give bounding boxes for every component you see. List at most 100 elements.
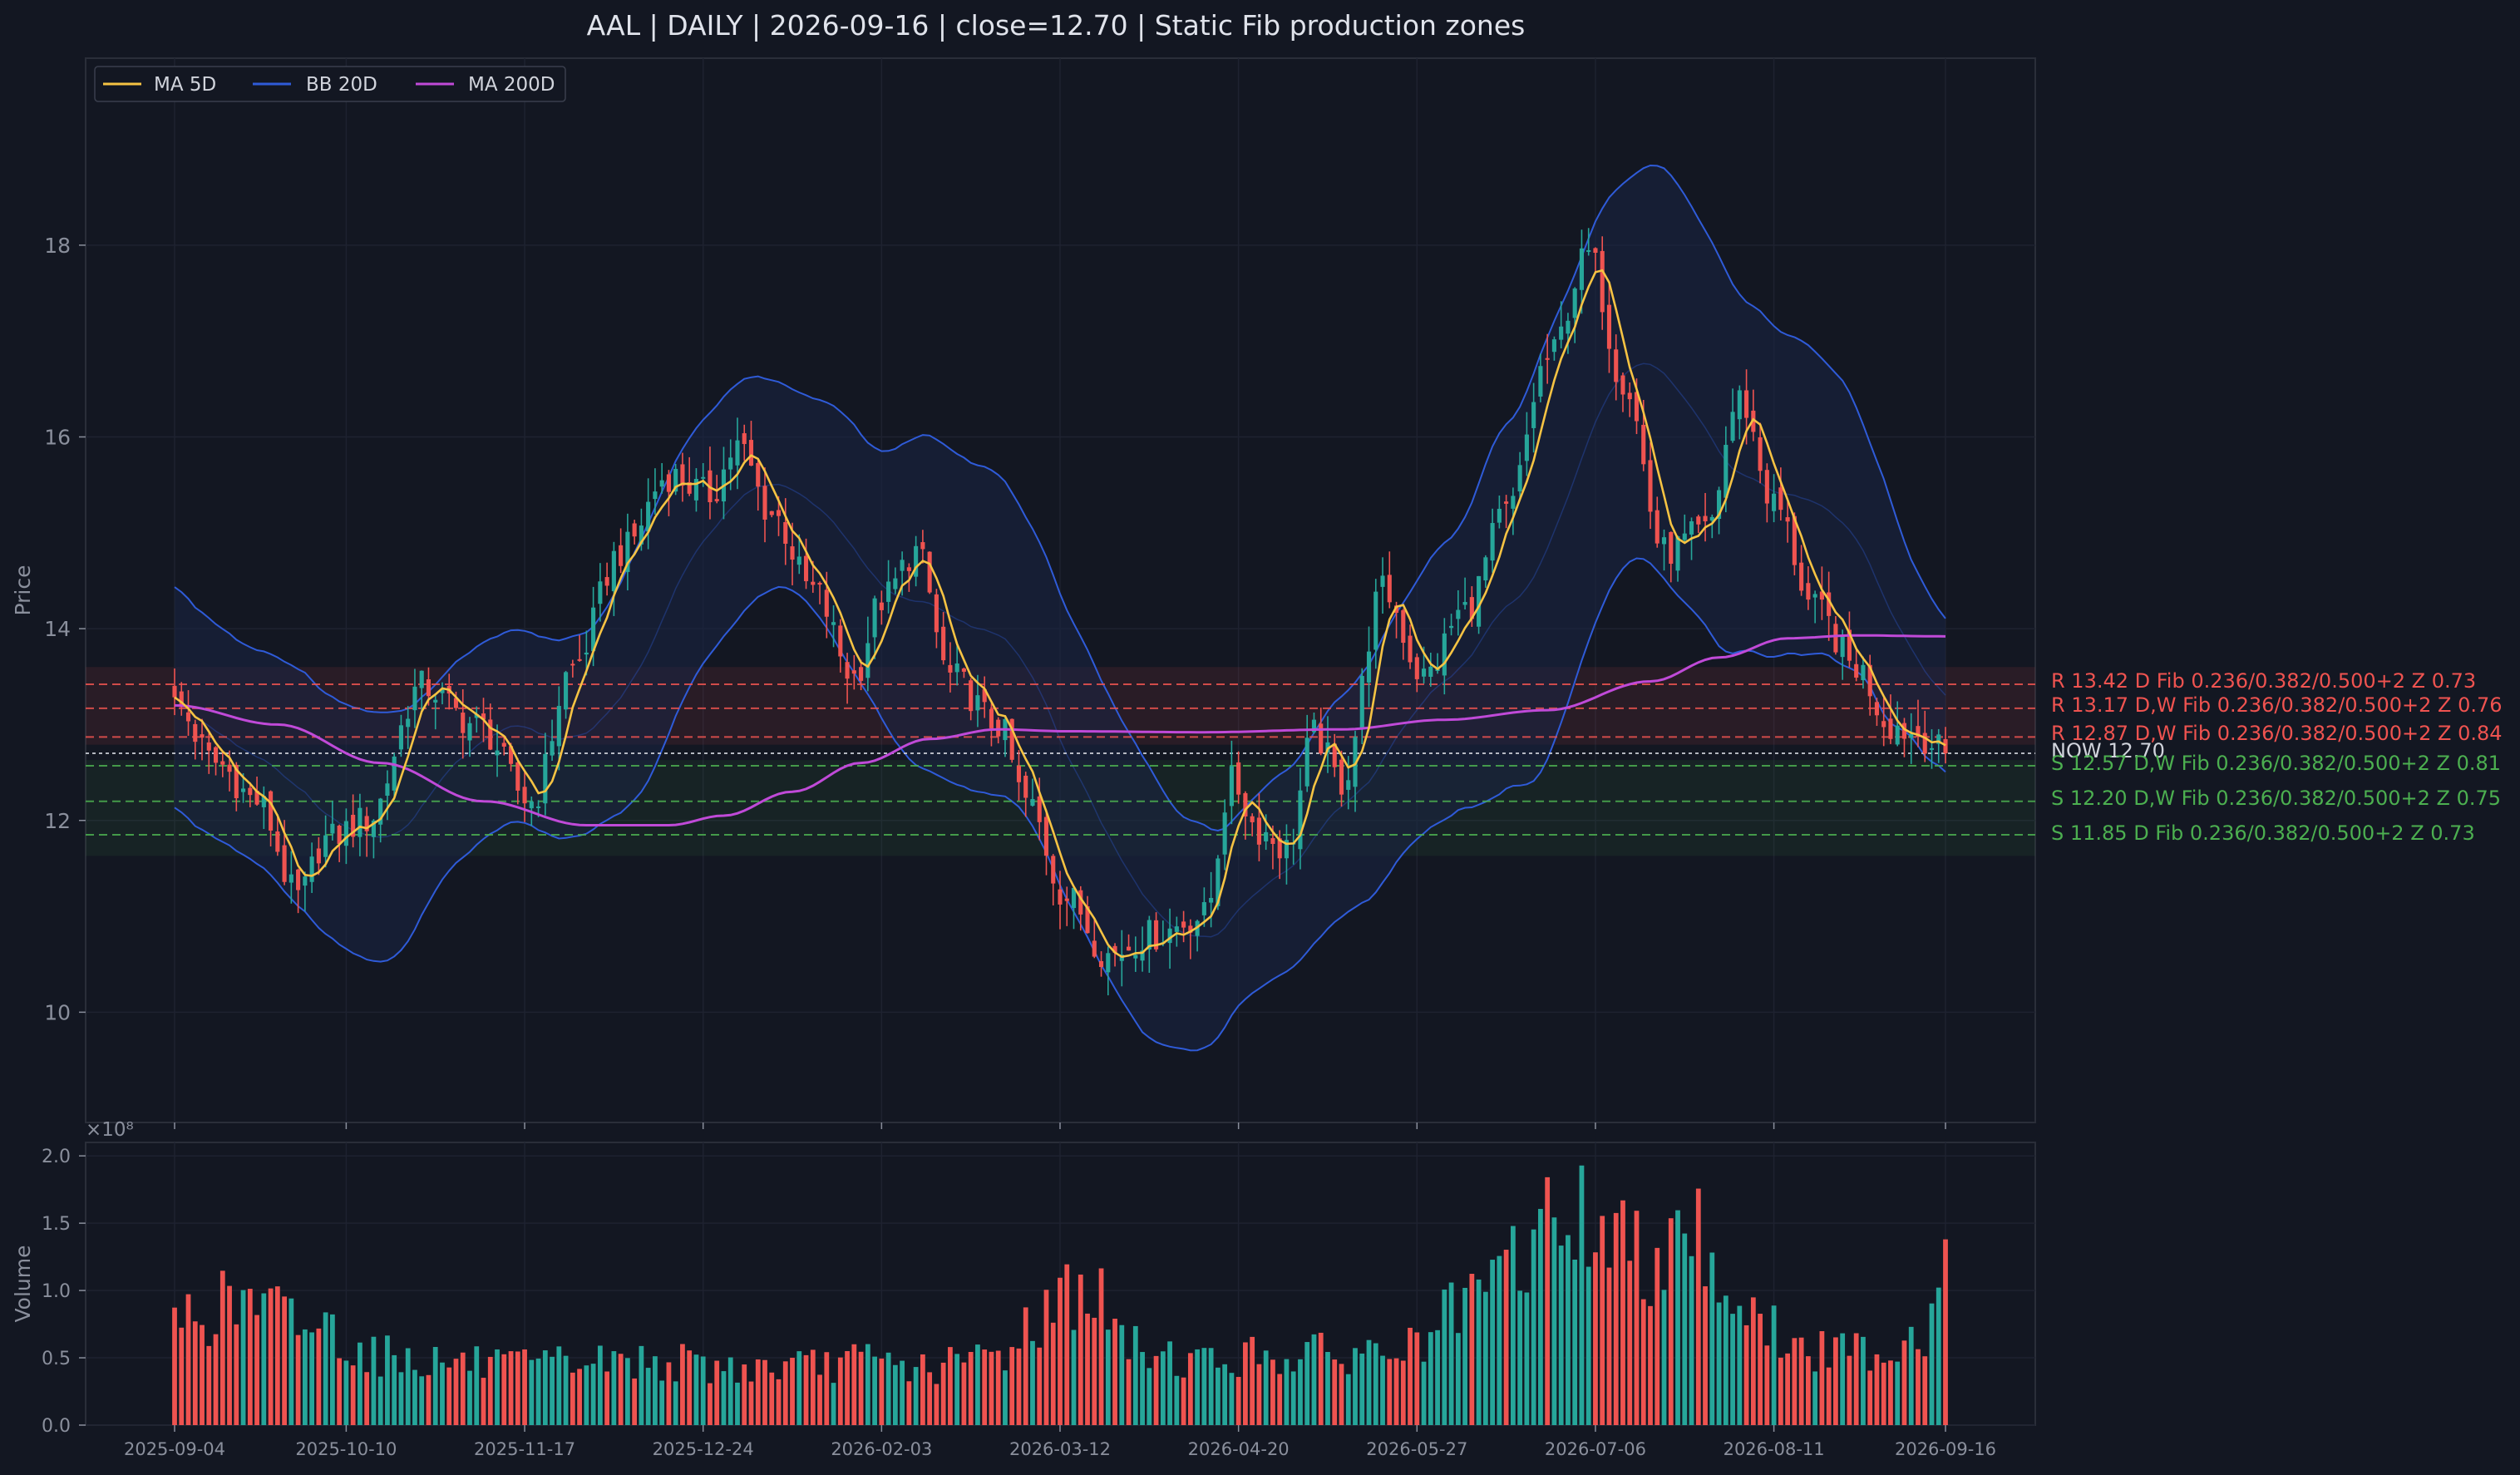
- candle-body: [1833, 624, 1838, 653]
- volume-bar: [831, 1383, 836, 1425]
- volume-bar: [817, 1374, 822, 1425]
- candle-body: [1929, 747, 1935, 750]
- volume-bar: [1373, 1343, 1378, 1425]
- candle-body: [886, 581, 891, 602]
- volume-bar: [1442, 1289, 1447, 1425]
- volume-bar: [1805, 1356, 1811, 1425]
- volume-bar: [1524, 1292, 1530, 1425]
- volume-bar: [1874, 1354, 1880, 1425]
- candle-body: [179, 691, 184, 708]
- volume-bar: [295, 1334, 301, 1425]
- volume-bar: [1648, 1305, 1653, 1425]
- volume-bar: [1003, 1370, 1008, 1425]
- volume-bar: [934, 1384, 939, 1425]
- candle-body: [1827, 592, 1832, 616]
- volume-bar: [460, 1352, 466, 1425]
- volume-bar: [1531, 1229, 1536, 1425]
- candle-body: [433, 699, 438, 703]
- volume-bar: [302, 1329, 308, 1425]
- volume-bar: [858, 1351, 864, 1425]
- candle-body: [611, 550, 616, 592]
- legend-box: [94, 66, 566, 102]
- candle-body: [1462, 602, 1467, 605]
- candle-body: [392, 756, 397, 791]
- candle-body: [1421, 668, 1427, 677]
- candle-body: [316, 848, 321, 864]
- candle-body: [1058, 889, 1063, 905]
- candlesticks: [172, 228, 1948, 996]
- zone-lines: [86, 683, 2035, 836]
- volume-bar: [1798, 1337, 1804, 1425]
- volume-bar: [1469, 1274, 1475, 1425]
- volume-bar: [618, 1354, 624, 1425]
- volume-bar: [405, 1348, 411, 1425]
- legend-label-ma200: MA 200D: [468, 74, 555, 96]
- candle-body: [1840, 636, 1845, 658]
- volume-bar: [1497, 1255, 1502, 1425]
- candle-body: [1071, 887, 1077, 909]
- candle-body: [1332, 743, 1337, 767]
- candle-body: [756, 462, 761, 487]
- volume-bar: [803, 1354, 809, 1425]
- volume-bar: [735, 1382, 740, 1425]
- x-tick-label: 2025-09-04: [124, 1439, 225, 1459]
- candle-body: [1181, 921, 1186, 928]
- candle-body: [879, 602, 884, 610]
- candle-body: [584, 652, 589, 655]
- volume-bar: [440, 1362, 445, 1425]
- candle-body: [591, 607, 596, 652]
- volume-bar: [1655, 1247, 1660, 1425]
- candle-body: [1606, 304, 1612, 349]
- candle-body: [1483, 557, 1488, 581]
- candle-body: [914, 545, 919, 577]
- candle-body: [1634, 392, 1640, 422]
- volume-bar: [597, 1345, 603, 1425]
- volume-bar: [446, 1367, 452, 1425]
- volume-bar: [1689, 1255, 1694, 1425]
- volume-bar: [927, 1372, 933, 1425]
- candle-body: [1669, 531, 1674, 565]
- candle-body: [1600, 250, 1605, 313]
- candle-body: [1744, 390, 1749, 418]
- candle-body: [776, 510, 782, 516]
- volume-bar: [1050, 1322, 1056, 1425]
- volume-bar: [1750, 1297, 1756, 1425]
- candle-body: [1661, 537, 1667, 545]
- volume-bar: [234, 1324, 239, 1425]
- x-tick-label: 2026-05-27: [1366, 1439, 1467, 1459]
- candle-body: [969, 680, 974, 712]
- candle-body: [282, 845, 287, 882]
- candle-body: [1133, 955, 1138, 959]
- volume-bar: [666, 1362, 672, 1425]
- candle-body: [639, 525, 644, 545]
- candle-body: [461, 713, 466, 733]
- zone-label-s: S 11.85 D Fib 0.236/0.382/0.500+2 Z 0.73: [2051, 821, 2475, 845]
- volume-bar: [1016, 1348, 1022, 1425]
- volume-bar: [1339, 1364, 1344, 1425]
- volume-bar: [172, 1307, 177, 1425]
- volume-bar: [824, 1352, 830, 1425]
- volume-bar: [1201, 1348, 1207, 1425]
- candle-body: [1126, 946, 1132, 951]
- candle-body: [1861, 664, 1866, 681]
- candle-body: [1078, 890, 1083, 915]
- volume-bar: [796, 1351, 802, 1425]
- volume-bar: [1778, 1357, 1783, 1425]
- candle-body: [989, 708, 994, 728]
- volume-bar: [1771, 1305, 1777, 1425]
- volume-bar: [1551, 1217, 1557, 1425]
- legend: MA 5D BB 20D MA 200D: [94, 66, 566, 102]
- candle-body: [673, 468, 678, 492]
- volume-bar: [995, 1350, 1001, 1425]
- volume-bar: [1476, 1279, 1482, 1425]
- candle-body: [1648, 460, 1653, 512]
- volume-bar: [1682, 1233, 1688, 1425]
- candle-body: [1641, 424, 1646, 465]
- candle-body: [1716, 490, 1722, 520]
- volume-bar: [604, 1371, 610, 1425]
- volume-bar: [550, 1356, 555, 1425]
- volume-bar: [200, 1325, 205, 1425]
- volume-bar: [1585, 1266, 1591, 1425]
- volume-bar: [316, 1328, 322, 1425]
- volume-bar: [708, 1383, 713, 1425]
